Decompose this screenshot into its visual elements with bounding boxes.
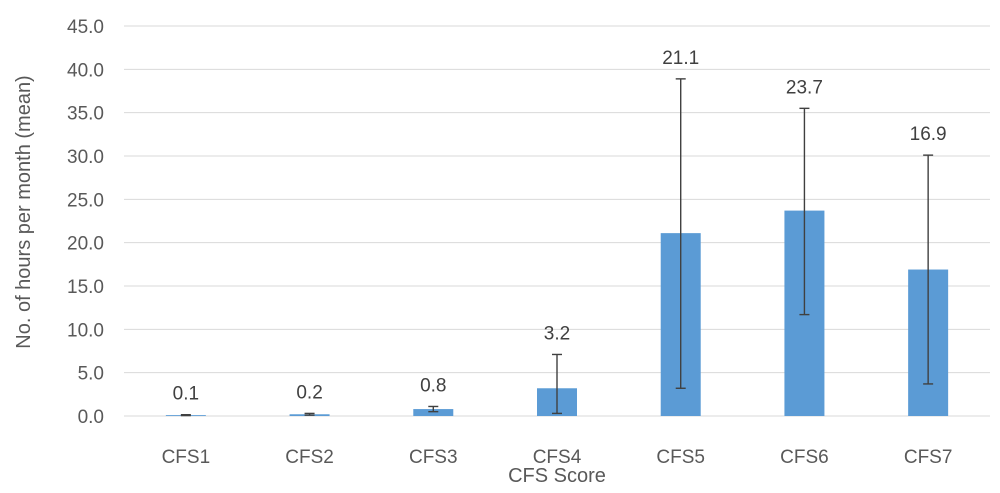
data-label-cfs1: 0.1 bbox=[173, 384, 199, 405]
x-tick-label: CFS5 bbox=[656, 447, 705, 468]
bar-cfs3 bbox=[413, 409, 454, 416]
x-tick-label: CFS3 bbox=[409, 447, 458, 468]
y-axis-ticks: 0.0 5.0 10.0 15.0 20.0 25.0 30.0 35.0 40.0 45.0 bbox=[67, 17, 104, 428]
x-tick-label: CFS4 bbox=[533, 447, 582, 468]
gridlines bbox=[124, 25, 990, 417]
y-tick-label: 40.0 bbox=[67, 60, 104, 81]
data-label-cfs5: 21.1 bbox=[662, 48, 699, 69]
y-tick-label: 10.0 bbox=[67, 320, 104, 341]
error-bar-cfs2 bbox=[304, 412, 315, 416]
x-axis-title: CFS Score bbox=[508, 465, 606, 487]
y-tick-label: 30.0 bbox=[67, 147, 104, 168]
data-labels: 0.1 0.2 0.8 3.2 21.1 23.7 16.9 bbox=[173, 48, 947, 405]
y-tick-label: 5.0 bbox=[78, 364, 104, 385]
x-tick-label: CFS2 bbox=[285, 447, 334, 468]
error-bar-cfs5 bbox=[675, 78, 686, 389]
error-bar-cfs6 bbox=[799, 107, 810, 316]
y-tick-label: 15.0 bbox=[67, 277, 104, 298]
error-bar-cfs4 bbox=[552, 353, 562, 415]
x-tick-label: CFS6 bbox=[780, 447, 829, 468]
data-label-cfs2: 0.2 bbox=[296, 382, 322, 403]
x-axis-ticks: CFS1 CFS2 CFS3 CFS4 CFS5 CFS6 CFS7 bbox=[162, 447, 953, 468]
y-tick-label: 45.0 bbox=[67, 17, 104, 38]
data-label-cfs6: 23.7 bbox=[786, 77, 823, 98]
data-label-cfs3: 0.8 bbox=[420, 375, 446, 396]
error-bars bbox=[180, 78, 934, 417]
y-tick-label: 35.0 bbox=[67, 104, 104, 125]
y-tick-label: 0.0 bbox=[78, 407, 104, 428]
y-axis-title: No. of hours per month (mean) bbox=[13, 75, 35, 348]
x-tick-label: CFS7 bbox=[904, 447, 953, 468]
x-tick-label: CFS1 bbox=[162, 447, 211, 468]
error-bar-cfs7 bbox=[923, 154, 934, 385]
error-bar-cfs1 bbox=[180, 414, 191, 417]
data-label-cfs4: 3.2 bbox=[544, 323, 570, 344]
data-label-cfs7: 16.9 bbox=[910, 124, 947, 145]
y-tick-label: 20.0 bbox=[67, 234, 104, 255]
y-tick-label: 25.0 bbox=[67, 190, 104, 211]
error-bar-cfs3 bbox=[428, 405, 439, 413]
